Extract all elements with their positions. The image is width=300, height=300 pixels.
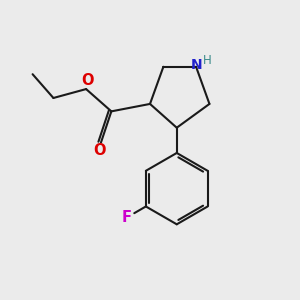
- Text: H: H: [203, 54, 212, 67]
- Text: O: O: [81, 73, 94, 88]
- Text: N: N: [190, 58, 202, 72]
- Text: O: O: [93, 143, 106, 158]
- Text: F: F: [122, 210, 132, 225]
